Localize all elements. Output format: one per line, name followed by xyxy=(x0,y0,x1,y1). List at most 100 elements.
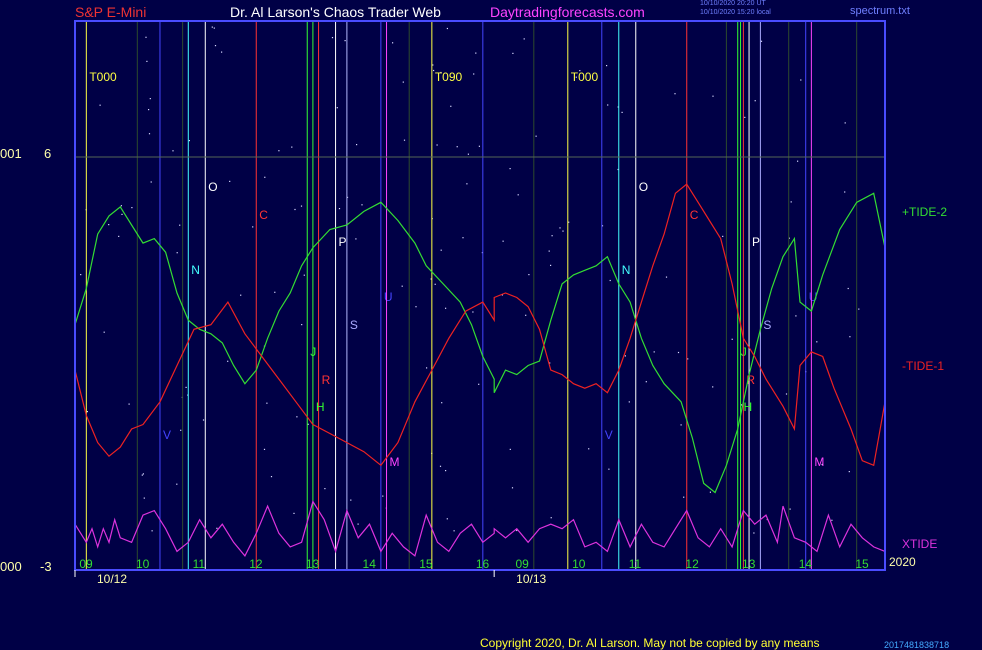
star-dot xyxy=(525,314,527,316)
star-dot xyxy=(357,523,359,525)
star-dot xyxy=(338,208,341,210)
site-title: Dr. Al Larson's Chaos Trader Web xyxy=(230,4,441,20)
x-tick-label: 14 xyxy=(363,557,377,571)
year-label: 2020 xyxy=(889,555,916,569)
star-dot xyxy=(754,100,756,102)
marker-label: T090 xyxy=(435,70,463,84)
star-dot xyxy=(551,235,553,237)
star-dot xyxy=(617,168,619,171)
series-line-0 xyxy=(74,192,886,494)
star-dot xyxy=(562,230,564,232)
star-dot xyxy=(355,238,357,240)
star-dot xyxy=(709,491,711,493)
star-dot xyxy=(848,471,850,473)
star-dot xyxy=(760,40,763,42)
star-dot xyxy=(188,140,190,142)
star-dot xyxy=(172,150,174,152)
marker-label: P xyxy=(752,235,760,249)
marker-label: C xyxy=(259,208,268,222)
star-dot xyxy=(475,52,477,54)
star-dot xyxy=(433,69,435,72)
star-dots xyxy=(80,26,860,534)
star-dot xyxy=(740,404,743,406)
star-dot xyxy=(356,144,358,146)
left-bottom-label: 000 xyxy=(0,559,22,574)
marker-label: O xyxy=(639,180,648,194)
star-dot xyxy=(415,306,417,308)
star-dot xyxy=(274,291,276,293)
star-dot xyxy=(550,264,552,266)
star-dot xyxy=(118,235,120,237)
star-dot xyxy=(86,411,88,413)
star-dot xyxy=(202,419,205,421)
star-dot xyxy=(621,111,623,113)
star-dot xyxy=(445,307,447,309)
star-dot xyxy=(229,180,231,182)
star-dot xyxy=(344,40,346,42)
site-url[interactable]: Daytradingforecasts.com xyxy=(490,4,645,20)
y-top-label: 6 xyxy=(44,146,52,161)
star-dot xyxy=(575,76,577,78)
star-dot xyxy=(790,201,792,203)
star-dot xyxy=(467,153,469,155)
star-dot xyxy=(120,205,122,207)
star-dot xyxy=(176,483,178,485)
star-dot xyxy=(609,279,611,282)
x-tick-label: 09 xyxy=(79,557,93,571)
star-dot xyxy=(434,283,436,285)
star-dot xyxy=(240,294,242,296)
marker-label: T000 xyxy=(89,70,117,84)
event-markers: T000ONVCPSJRHUMT090T000ONVCPSJRHUM xyxy=(85,21,824,570)
series-lines xyxy=(74,183,886,557)
star-dot xyxy=(294,208,296,211)
marker-label: S xyxy=(763,318,771,332)
star-dot xyxy=(108,224,110,226)
marker-label: V xyxy=(163,428,171,442)
star-dot xyxy=(502,240,504,242)
date-label: 10/13 xyxy=(516,572,546,586)
star-dot xyxy=(785,393,788,395)
star-dot xyxy=(665,276,668,278)
star-dot xyxy=(252,226,254,228)
x-tick-label: 14 xyxy=(799,557,813,571)
marker-label: M xyxy=(814,455,824,469)
y-bottom-label: -3 xyxy=(40,559,52,574)
marker-label: T000 xyxy=(571,70,599,84)
star-dot xyxy=(131,207,133,209)
star-dot xyxy=(99,104,101,106)
star-dot xyxy=(445,470,447,472)
x-axis: 09 10 11 12 13 14 15 16 09 10 11 12 13 14 15 10/12 10/13 xyxy=(74,557,869,586)
star-dot xyxy=(324,488,326,490)
star-dot xyxy=(548,250,550,252)
star-dot xyxy=(712,386,714,388)
star-dot xyxy=(439,465,442,467)
star-dot xyxy=(436,144,438,146)
star-dot xyxy=(712,95,714,97)
star-dot xyxy=(336,107,338,109)
star-dot xyxy=(266,402,268,404)
timestamp-ut: 10/10/2020 20:20 UT xyxy=(700,0,766,7)
star-dot xyxy=(440,71,442,74)
plot-frame xyxy=(74,20,886,571)
star-dot xyxy=(523,38,525,40)
star-dot xyxy=(440,249,442,251)
marker-label: N xyxy=(622,263,631,277)
star-dot xyxy=(180,429,182,431)
x-tick-label: 11 xyxy=(193,557,206,571)
marker-label: R xyxy=(322,373,331,387)
star-dot xyxy=(450,105,452,107)
star-dot xyxy=(141,474,143,476)
star-dot xyxy=(179,224,181,226)
file-name: spectrum.txt xyxy=(850,5,910,17)
star-dot xyxy=(816,341,818,343)
star-dot xyxy=(264,176,266,178)
star-dot xyxy=(403,139,406,141)
star-dot xyxy=(296,416,298,418)
star-dot xyxy=(303,274,305,276)
star-dot xyxy=(150,181,152,183)
star-dot xyxy=(509,448,511,450)
star-dot xyxy=(361,204,363,206)
star-dot xyxy=(516,529,518,532)
star-dot xyxy=(608,468,610,470)
star-dot xyxy=(473,73,475,75)
